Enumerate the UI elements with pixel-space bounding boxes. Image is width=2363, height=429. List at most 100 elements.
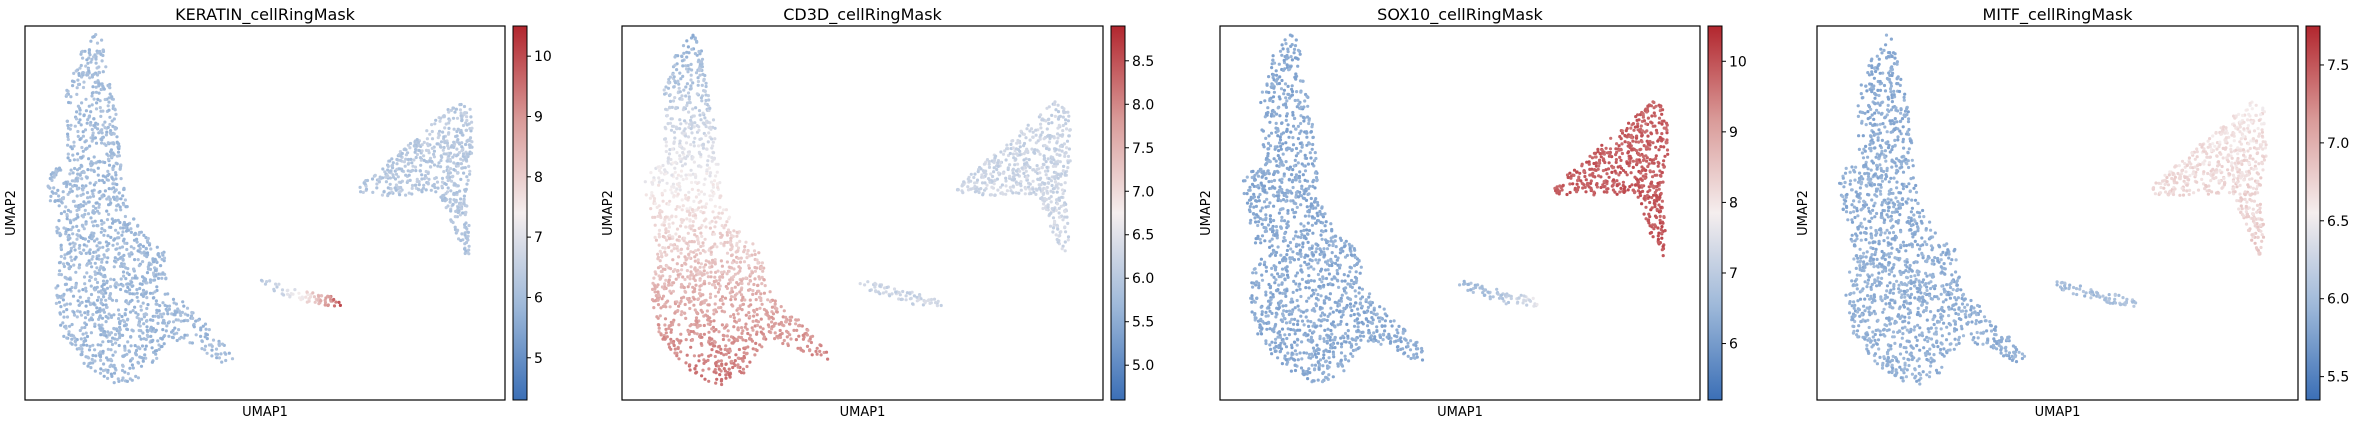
scatter-point — [1323, 328, 1327, 332]
scatter-point — [1310, 147, 1314, 151]
scatter-point — [697, 359, 701, 363]
scatter-point — [1066, 238, 1070, 242]
scatter-point — [1265, 83, 1269, 87]
scatter-point — [166, 312, 170, 316]
scatter-point — [729, 314, 733, 318]
scatter-point — [1041, 202, 1046, 206]
scatter-point — [377, 177, 381, 182]
scatter-point — [701, 368, 705, 372]
scatter-point — [717, 330, 721, 334]
scatter-point — [683, 127, 687, 131]
scatter-point — [996, 188, 1000, 192]
scatter-point — [718, 284, 722, 288]
scatter-point — [1052, 136, 1056, 140]
scatter-point — [643, 180, 647, 184]
scatter-point — [94, 354, 98, 358]
scatter-point — [97, 91, 101, 95]
scatter-point — [91, 35, 95, 39]
scatter-point — [455, 134, 459, 138]
scatter-point — [708, 106, 712, 110]
scatter-point — [669, 267, 673, 271]
scatter-point — [131, 309, 135, 313]
scatter-point — [712, 312, 716, 316]
scatter-point — [452, 168, 456, 172]
scatter-point — [94, 90, 98, 94]
scatter-point — [667, 342, 671, 346]
scatter-point — [760, 282, 764, 286]
scatter-point — [153, 349, 157, 353]
scatter-point — [93, 348, 97, 352]
scatter-point — [1281, 313, 1285, 318]
scatter-point — [468, 107, 472, 111]
scatter-point — [109, 235, 113, 239]
scatter-point — [268, 279, 272, 283]
scatter-point — [111, 353, 115, 357]
scatter-point — [155, 308, 159, 312]
scatter-point — [145, 306, 149, 311]
scatter-point — [185, 333, 189, 337]
scatter-point — [1272, 90, 1276, 94]
scatter-point — [1061, 169, 1065, 173]
scatter-point — [224, 352, 228, 356]
scatter-point — [1284, 42, 1288, 46]
scatter-point — [205, 337, 209, 341]
scatter-point — [701, 142, 706, 146]
scatter-point — [775, 334, 779, 338]
scatter-point — [160, 276, 164, 280]
scatter-point — [1051, 216, 1056, 220]
scatter-point — [123, 348, 127, 352]
scatter-point — [423, 174, 427, 178]
scatter-point — [89, 331, 93, 335]
scatter-point — [65, 336, 69, 340]
scatter-point — [686, 45, 691, 49]
scatter-point — [87, 69, 91, 73]
scatter-point — [72, 263, 76, 267]
scatter-point — [119, 197, 123, 201]
scatter-point — [163, 303, 167, 307]
scatter-point — [701, 121, 705, 125]
scatter-point — [1306, 221, 1310, 225]
scatter-point — [161, 321, 165, 325]
scatter-point — [293, 288, 297, 292]
scatter-point — [155, 356, 159, 360]
scatter-point — [667, 81, 671, 85]
scatter-point — [114, 188, 118, 192]
scatter-point — [686, 298, 691, 302]
scatter-point — [370, 177, 375, 181]
scatter-point — [395, 157, 399, 162]
scatter-point — [1019, 180, 1023, 184]
scatter-point — [110, 119, 114, 123]
scatter-point — [460, 118, 464, 122]
scatter-point — [277, 282, 281, 286]
scatter-point — [106, 169, 110, 173]
scatter-point — [87, 115, 91, 119]
scatter-point — [762, 291, 767, 295]
scatter-point — [394, 172, 399, 176]
scatter-point — [708, 336, 712, 340]
scatter-point — [76, 172, 80, 176]
scatter-point — [146, 236, 150, 241]
scatter-point — [89, 164, 93, 168]
scatter-point — [210, 354, 214, 358]
scatter-point — [119, 287, 123, 292]
colorbar-tick-label: 5.0 — [1132, 358, 1154, 374]
scatter-point — [763, 284, 767, 288]
scatter-point — [1049, 200, 1053, 204]
scatter-point — [459, 197, 463, 201]
scatter-point — [462, 199, 466, 203]
scatter-point — [463, 242, 467, 246]
scatter-point — [145, 333, 149, 337]
scatter-point — [1298, 190, 1302, 194]
scatter-point — [73, 339, 77, 344]
scatter-point — [689, 127, 693, 131]
scatter-point — [464, 142, 468, 147]
scatter-point — [113, 366, 117, 370]
scatter-point — [1005, 143, 1009, 147]
scatter-point — [733, 285, 737, 289]
scatter-point — [695, 39, 699, 43]
scatter-point — [1330, 251, 1334, 255]
scatter-point — [90, 91, 94, 95]
scatter-point — [57, 219, 61, 223]
scatter-point — [99, 301, 104, 305]
scatter-point — [1331, 310, 1335, 314]
